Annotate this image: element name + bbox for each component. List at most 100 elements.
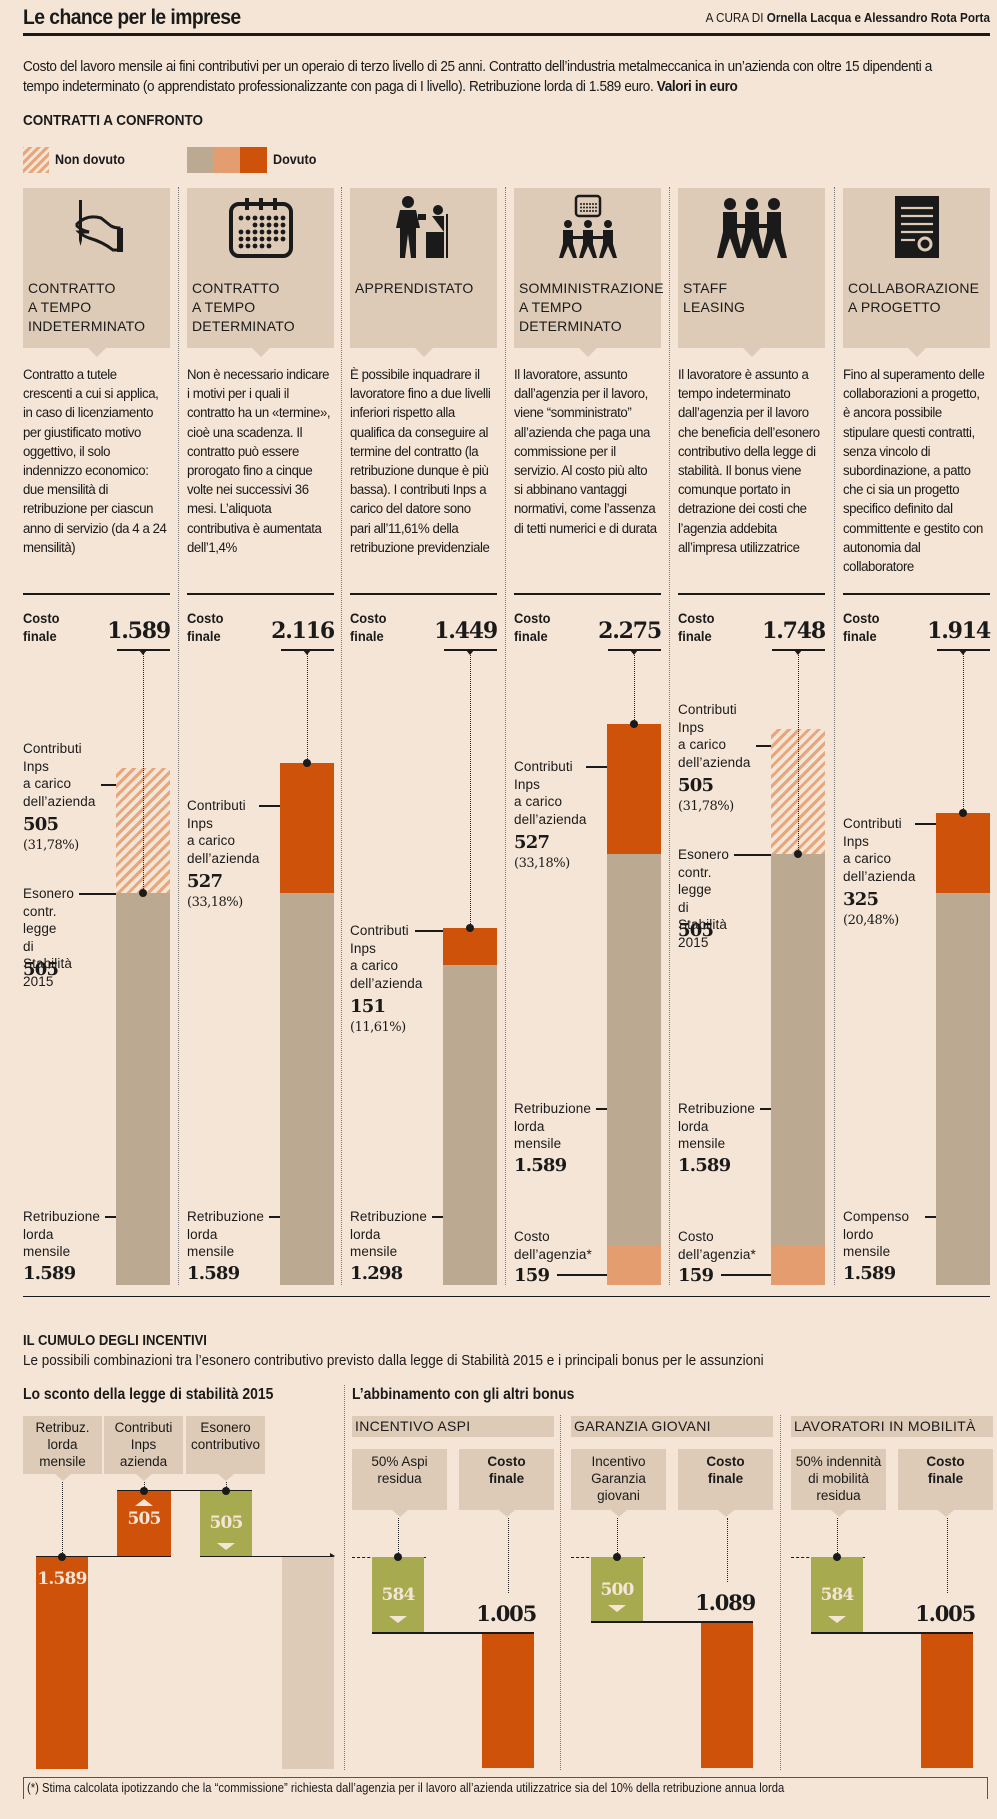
- annotation-pct-inps: (31,78%): [678, 799, 734, 814]
- bonus-reduction-pointer: [831, 1510, 847, 1517]
- bonus-final-label-box: [459, 1449, 554, 1510]
- annotation-label-esonero: Esonero contr. legge di Stabilità 2015: [23, 886, 74, 989]
- annotation-value-esonero: 505: [23, 959, 59, 980]
- waterfall-connector-base: [62, 1482, 63, 1557]
- waterfall-marker-esonero: [222, 1487, 230, 1495]
- costo-connector: [798, 652, 799, 854]
- annotation-leader-base: [596, 1108, 607, 1110]
- legend-swatch-base: [187, 147, 214, 173]
- column-separator: [669, 187, 670, 1285]
- bar-segment-base: [607, 853, 661, 1246]
- bonus-reduction-marker: [613, 1553, 621, 1561]
- annotation-pct-inps: (11,61%): [350, 1020, 406, 1035]
- costo-rule: [678, 593, 825, 595]
- bonus-reduction-marker: [394, 1553, 402, 1561]
- annotation-pct-inps: (20,48%): [843, 913, 899, 928]
- waterfall-connector-inps: [144, 1482, 145, 1491]
- bonus-reduction-label: Incentivo Garanzia giovani: [591, 1454, 646, 1503]
- contract-document-icon-svg: [894, 196, 939, 258]
- costo-rule: [843, 593, 990, 595]
- costo-finale-label: Costo finale: [350, 610, 387, 644]
- bonus-down-arrow-icon: [608, 1605, 626, 1612]
- annotation-value-base: 1.298: [350, 1263, 403, 1284]
- bonus-down-arrow-icon: [828, 1616, 846, 1623]
- waterfall-up-arrow-icon: [135, 1499, 153, 1506]
- annotation-value-base: 1.589: [514, 1155, 567, 1176]
- legend-label-dovuto: Dovuto: [273, 151, 317, 167]
- annotation-label-agency: Costo dell’agenzia*: [514, 1229, 592, 1262]
- waterfall-step-label-box: [23, 1416, 102, 1474]
- waterfall-marker-base: [58, 1553, 66, 1561]
- bar-segment-base: [443, 964, 497, 1285]
- costo-rule: [23, 593, 170, 595]
- annotation-value-inps: 325: [843, 889, 879, 910]
- costo-pointer: [794, 650, 802, 655]
- contract-description: Il lavoratore, assunto dall’agenzia per …: [514, 367, 657, 537]
- contract-document-icon: [881, 194, 953, 264]
- bar-segment-base: [936, 893, 990, 1285]
- bonus-group-title: LAVORATORI IN MOBILITÀ: [794, 1418, 976, 1434]
- bonus-final-value: 1.005: [476, 1601, 537, 1626]
- contract-header-box: [23, 188, 170, 348]
- annotation-leader-agency: [557, 1274, 607, 1276]
- costo-marker: [794, 849, 802, 858]
- bonus-reduction-label-box: [791, 1449, 886, 1510]
- annotation-value-esonero: 505: [678, 920, 714, 941]
- contract-title: STAFF LEASING: [683, 280, 746, 315]
- bonus-group-header: [571, 1416, 773, 1437]
- annotation-value-inps: 527: [187, 871, 223, 892]
- bonus-reduction-pointer: [392, 1510, 408, 1517]
- costo-pointer: [303, 650, 311, 655]
- annotation-leader-esonero: [734, 854, 771, 856]
- annotation-leader-base: [105, 1216, 116, 1218]
- bonus-down-arrow-icon: [389, 1616, 407, 1623]
- bonus-final-label-box: [898, 1449, 993, 1510]
- costo-pointer: [630, 650, 638, 655]
- waterfall-bar-base: [36, 1557, 88, 1769]
- costo-connector: [634, 652, 635, 724]
- bonus-final-connector: [727, 1518, 728, 1582]
- costo-connector: [470, 652, 471, 928]
- waterfall-line-base: [36, 1556, 171, 1557]
- annotation-label-base: Compenso lordo mensile: [843, 1209, 910, 1259]
- annotation-leader-base: [760, 1108, 771, 1110]
- column-separator: [178, 187, 179, 1285]
- bar-segment-inps: [607, 723, 661, 854]
- legend-label-non-dovuto: Non dovuto: [55, 151, 125, 167]
- bonus-group-header: [791, 1416, 993, 1437]
- bonus-final-line: [811, 1632, 973, 1634]
- contract-header-pointer: [87, 348, 106, 357]
- waterfall-step-label-box: [186, 1416, 265, 1474]
- hand-signing-icon: [61, 194, 133, 264]
- bar-segment-inps: [280, 763, 334, 893]
- bonus-final-pointer: [938, 1510, 954, 1517]
- bonus-reduction-pointer: [611, 1510, 627, 1517]
- bonus-final-connector: [508, 1518, 509, 1593]
- costo-marker: [630, 719, 638, 728]
- credit-line: A CURA DI Ornella Lacqua e Alessandro Ro…: [706, 10, 990, 25]
- costo-finale-label: Costo finale: [843, 610, 880, 644]
- bonus-group-title: INCENTIVO ASPI: [355, 1418, 471, 1434]
- agency-workers-icon-svg: [558, 194, 617, 258]
- bar-segment-inps: [443, 927, 497, 965]
- column-separator: [341, 187, 342, 1285]
- waterfall-axis: [200, 1556, 331, 1557]
- calendar-icon-svg: [228, 198, 293, 258]
- costo-rule: [514, 593, 661, 595]
- costo-finale-label: Costo finale: [514, 610, 551, 644]
- annotation-value-inps: 527: [514, 832, 550, 853]
- footnote-text: (*) Stima calcolata ipotizzando che la “…: [27, 1781, 785, 1795]
- waterfall-value-base: 1.589: [37, 1569, 87, 1589]
- contract-header-pointer: [414, 348, 433, 357]
- annotation-label-inps: Contributi Inps a carico dell’azienda: [23, 741, 96, 809]
- waterfall-step-pointer: [135, 1474, 152, 1481]
- section-title-cumulo: IL CUMULO DEGLI INCENTIVI: [23, 1333, 207, 1349]
- footnote: (*) Stima calcolata ipotizzando che la “…: [23, 1777, 988, 1799]
- costo-pointer: [959, 650, 967, 655]
- contract-title: SOMMINISTRAZIONE A TEMPO DETERMINATO: [519, 280, 664, 334]
- annotation-label-agency: Costo dell’agenzia*: [678, 1229, 756, 1262]
- bonus-final-bar: [701, 1623, 753, 1768]
- bonus-final-pointer: [718, 1510, 734, 1517]
- bar-segment-base: [116, 893, 170, 1285]
- calendar-icon: [225, 194, 297, 264]
